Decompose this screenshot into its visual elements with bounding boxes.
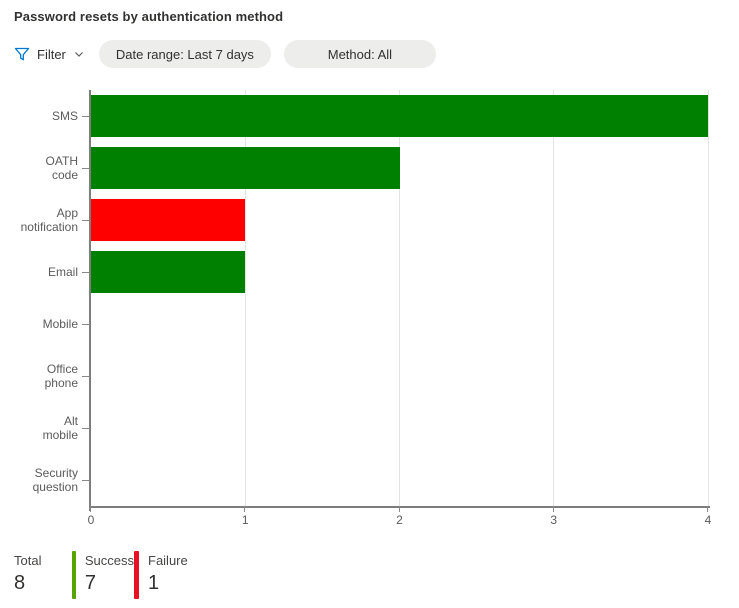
bar-sms[interactable] bbox=[91, 95, 708, 137]
stat-failure: Failure 1 bbox=[134, 551, 188, 599]
y-tick bbox=[82, 272, 89, 273]
y-axis-label: App notification bbox=[20, 206, 78, 234]
filter-bar: Filter Date range: Last 7 days Method: A… bbox=[14, 40, 449, 68]
stat-total-label: Total bbox=[14, 553, 42, 568]
y-axis-label: Email bbox=[47, 265, 78, 279]
x-axis-line bbox=[89, 506, 710, 508]
x-axis-tick bbox=[398, 506, 400, 512]
y-tick bbox=[82, 116, 89, 117]
x-axis-tick bbox=[707, 506, 708, 512]
grid-line bbox=[553, 90, 555, 506]
bar-email[interactable] bbox=[91, 251, 246, 293]
filter-pill-method[interactable]: Method: All bbox=[283, 40, 436, 68]
stat-success-label: Success bbox=[84, 553, 134, 568]
grid-line bbox=[399, 90, 400, 506]
bar-chart: 0 1 2 3 4 SMS OATH code App notification Email Mo… bbox=[0, 90, 739, 536]
y-tick bbox=[82, 480, 89, 481]
y-axis-label: Security question bbox=[32, 466, 78, 494]
y-axis-label: Mobile bbox=[42, 317, 78, 331]
page-title: Password resets by authentication method bbox=[14, 9, 284, 24]
filter-pill-date-range[interactable]: Date range: Last 7 days bbox=[98, 40, 271, 68]
x-axis-label: 2 bbox=[396, 513, 403, 527]
stat-success: Success 7 bbox=[72, 551, 134, 599]
stat-total: Total 8 bbox=[14, 551, 72, 599]
y-axis-label: OATH code bbox=[45, 154, 78, 182]
y-axis-label: Office phone bbox=[44, 362, 78, 390]
filter-funnel-icon bbox=[14, 46, 30, 62]
grid-line bbox=[707, 90, 709, 506]
x-axis-tick bbox=[552, 506, 554, 512]
success-color-bar bbox=[72, 551, 76, 599]
y-tick bbox=[82, 220, 89, 221]
y-axis-line bbox=[89, 90, 91, 511]
stat-total-value: 8 bbox=[14, 572, 26, 594]
summary-legend: Total 8 Success 7 Failure 1 bbox=[14, 551, 188, 599]
bar-app-notification[interactable] bbox=[91, 199, 246, 241]
y-tick bbox=[82, 376, 89, 377]
filter-button[interactable]: Filter bbox=[14, 46, 85, 62]
y-tick bbox=[82, 428, 89, 429]
x-axis-tick bbox=[90, 506, 91, 512]
x-axis-tick bbox=[244, 506, 246, 512]
plot-area bbox=[91, 90, 709, 506]
chevron-down-icon bbox=[73, 48, 85, 60]
grid-line bbox=[244, 90, 246, 506]
x-axis-label: 0 bbox=[87, 513, 95, 527]
filter-button-label: Filter bbox=[37, 46, 66, 62]
y-axis-label: Alt mobile bbox=[42, 414, 78, 442]
x-axis-label: 1 bbox=[241, 513, 249, 527]
y-axis-label: SMS bbox=[51, 109, 78, 123]
bar-oath-code[interactable] bbox=[91, 147, 400, 189]
stat-failure-value: 1 bbox=[148, 572, 160, 594]
y-tick bbox=[82, 168, 89, 169]
x-axis-label: 4 bbox=[704, 513, 712, 527]
stat-success-value: 7 bbox=[84, 572, 96, 594]
y-tick bbox=[82, 324, 89, 325]
failure-color-bar bbox=[134, 551, 139, 599]
x-axis-label: 3 bbox=[550, 513, 558, 527]
stat-failure-label: Failure bbox=[148, 553, 188, 568]
